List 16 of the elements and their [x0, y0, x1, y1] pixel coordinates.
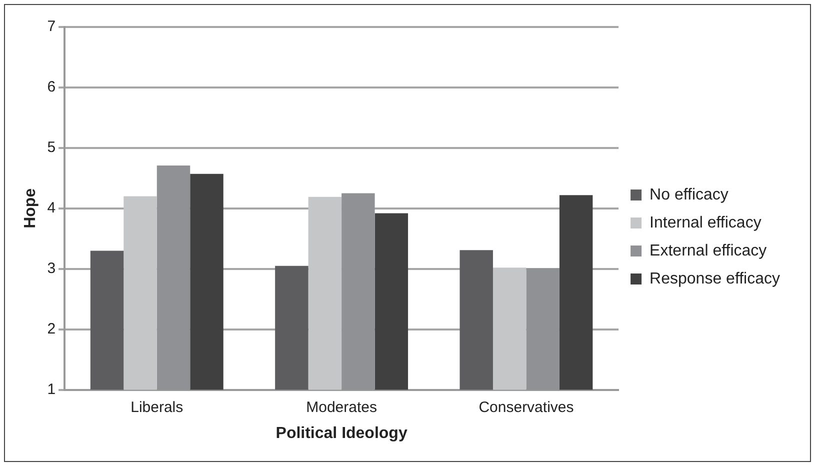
y-tick-label: 7: [47, 18, 56, 36]
y-tick-label: 4: [47, 200, 56, 217]
x-tick-label: Conservatives: [478, 398, 574, 416]
y-tick-label: 6: [47, 78, 56, 96]
y-tick-label: 5: [47, 139, 56, 156]
legend-label: Response efficacy: [650, 270, 780, 288]
legend-label: External efficacy: [650, 242, 767, 260]
legend-label: No efficacy: [650, 186, 728, 204]
legend-label: Internal efficacy: [650, 214, 762, 232]
x-axis-title: Political Ideology: [276, 424, 408, 442]
y-tick-label: 3: [47, 260, 56, 278]
x-tick-label: Liberals: [130, 398, 184, 416]
y-tick-label: 2: [47, 320, 56, 338]
y-tick-label: 1: [47, 380, 56, 398]
y-axis-title: Hope: [22, 188, 40, 228]
x-tick-label: Moderates: [306, 398, 377, 416]
